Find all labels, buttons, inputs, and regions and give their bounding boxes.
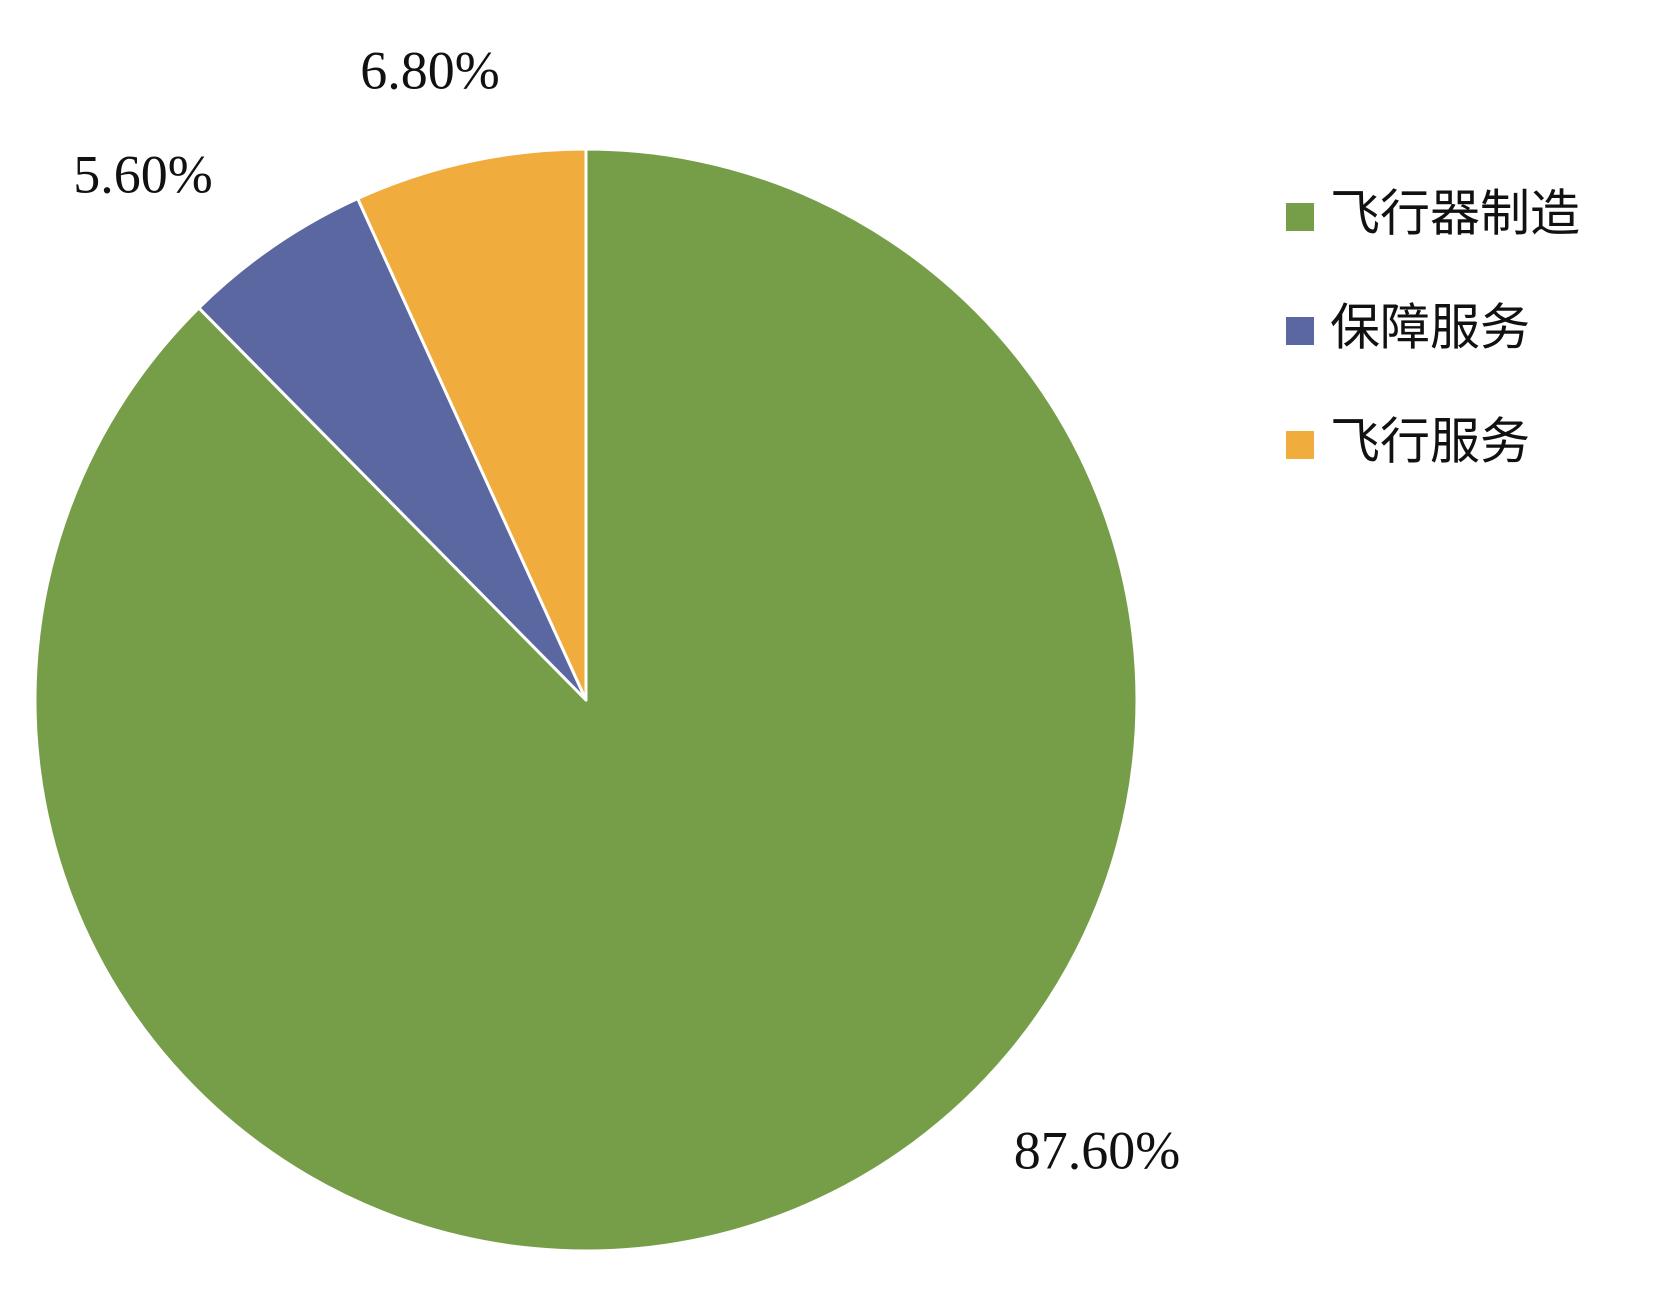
pie-slice [356,147,588,702]
legend-swatch [1286,203,1314,231]
data-label: 6.80% [360,40,499,100]
legend-label: 保障服务 [1330,299,1530,357]
data-label: 87.60% [1014,1120,1180,1180]
legend-swatch [1286,431,1314,459]
pie-slice [197,197,588,702]
legend-label: 飞行服务 [1330,413,1530,471]
legend-swatch [1286,317,1314,345]
data-label: 5.60% [73,144,212,204]
legend-label: 飞行器制造 [1330,185,1580,243]
